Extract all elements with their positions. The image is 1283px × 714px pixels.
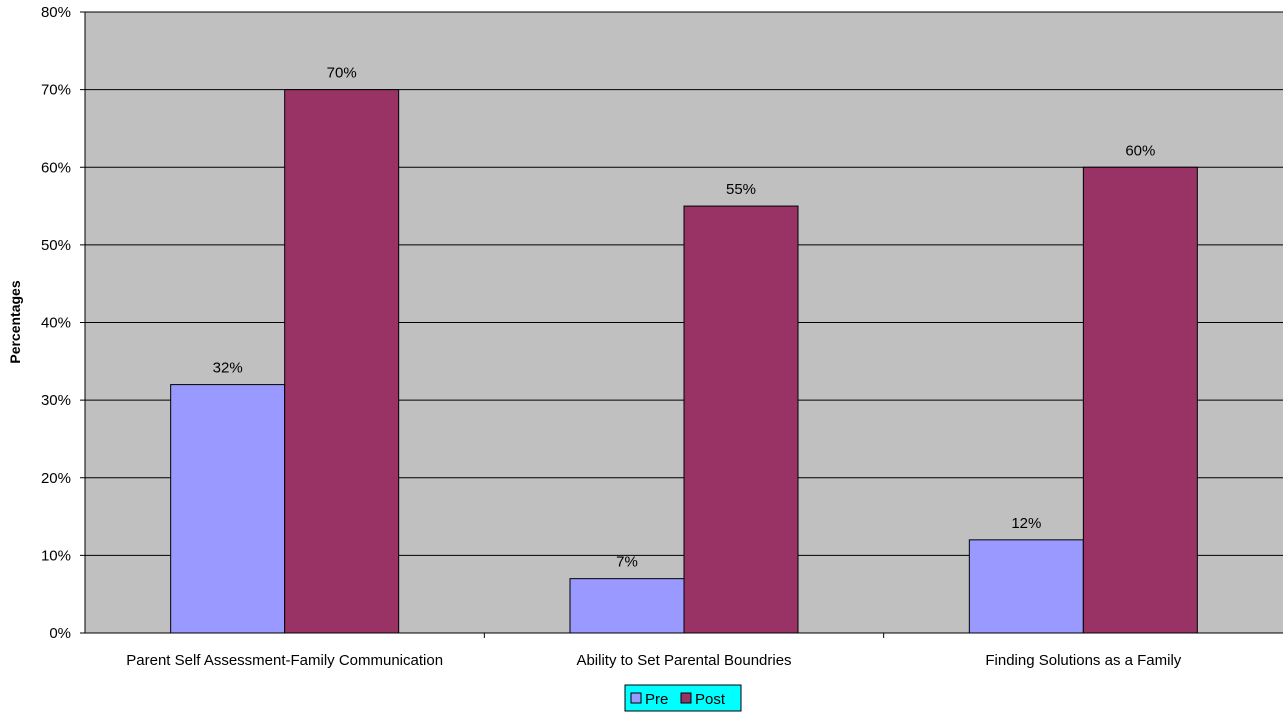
legend-swatch-pre xyxy=(630,692,642,704)
y-tick-label: 50% xyxy=(41,237,71,254)
y-axis-label: Percentages xyxy=(7,280,23,363)
legend: Pre Post xyxy=(624,684,742,712)
y-tick-label: 30% xyxy=(41,392,71,409)
y-tick-label: 70% xyxy=(41,82,71,99)
data-label-pre-1: 7% xyxy=(616,554,638,571)
x-axis-ticks: Parent Self Assessment-Family Communicat… xyxy=(126,633,1182,669)
y-tick-label: 10% xyxy=(41,547,71,564)
bar-post-1 xyxy=(683,205,799,634)
y-tick-label: 80% xyxy=(41,4,71,21)
y-tick-label: 0% xyxy=(49,625,71,642)
legend-label-post: Post xyxy=(695,691,726,708)
data-label-post-0: 70% xyxy=(327,65,357,82)
bar-labels: 32% 70% 7% 55% 12% 60% xyxy=(213,65,1156,571)
x-tick-label: Finding Solutions as a Family xyxy=(985,652,1181,669)
data-label-post-1: 55% xyxy=(726,181,756,198)
y-tick-label: 40% xyxy=(41,315,71,332)
data-label-pre-2: 12% xyxy=(1011,515,1041,532)
data-label-pre-0: 32% xyxy=(213,360,243,377)
legend-label-pre: Pre xyxy=(645,691,668,708)
bar-pre-1 xyxy=(569,578,685,634)
bar-post-2 xyxy=(1082,166,1198,634)
x-tick-label: Ability to Set Parental Boundries xyxy=(576,652,791,669)
legend-swatch-post xyxy=(680,692,692,704)
bar-post-0 xyxy=(284,89,400,634)
x-tick-label: Parent Self Assessment-Family Communicat… xyxy=(126,652,443,669)
y-axis-ticks: 0% 10% 20% 30% 40% 50% 60% 70% 80% xyxy=(41,4,85,642)
bar-pre-0 xyxy=(170,384,286,634)
y-tick-label: 20% xyxy=(41,470,71,487)
data-label-post-2: 60% xyxy=(1125,142,1155,159)
bar-pre-2 xyxy=(968,539,1084,634)
bars xyxy=(170,89,1198,634)
y-tick-label: 60% xyxy=(41,159,71,176)
